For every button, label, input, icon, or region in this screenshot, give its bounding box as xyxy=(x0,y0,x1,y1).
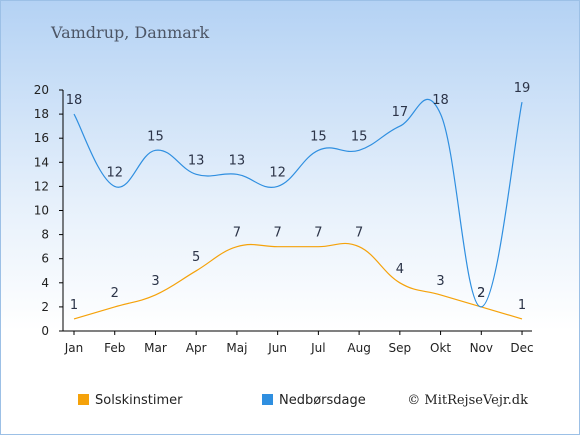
legend-swatch xyxy=(262,394,273,405)
y-tick-label: 0 xyxy=(41,324,49,338)
x-tick-label: Jul xyxy=(310,341,325,355)
x-tick-label: Okt xyxy=(430,341,451,355)
data-label: 2 xyxy=(477,286,485,301)
y-tick-label: 8 xyxy=(41,228,49,242)
x-tick-label: Apr xyxy=(186,341,207,355)
x-tick-label: Nov xyxy=(470,341,493,355)
x-tick-label: Jun xyxy=(267,341,287,355)
data-label: 3 xyxy=(436,274,444,289)
y-tick-label: 6 xyxy=(41,252,49,266)
x-tick-label: Feb xyxy=(104,341,125,355)
data-label: 12 xyxy=(269,165,286,180)
y-tick-label: 18 xyxy=(34,107,49,121)
y-tick-label: 12 xyxy=(34,179,49,193)
y-tick-label: 20 xyxy=(34,83,49,97)
data-label: 7 xyxy=(233,226,241,241)
y-tick-label: 16 xyxy=(34,131,49,145)
data-label: 2 xyxy=(477,286,485,301)
data-label: 3 xyxy=(151,274,159,289)
data-label: 7 xyxy=(314,226,322,241)
chart-title: Vamdrup, Danmark xyxy=(50,23,209,42)
x-tick-label: Mar xyxy=(144,341,167,355)
credit-text: © MitRejseVejr.dk xyxy=(407,393,528,408)
data-label: 7 xyxy=(274,226,282,241)
data-label: 13 xyxy=(229,153,246,168)
data-label: 19 xyxy=(514,81,531,96)
x-tick-label: Aug xyxy=(347,341,370,355)
data-label: 1 xyxy=(70,298,78,313)
data-label: 15 xyxy=(310,129,327,144)
data-label: 1 xyxy=(518,298,526,313)
data-label: 15 xyxy=(351,129,368,144)
data-label: 12 xyxy=(106,165,123,180)
legend-swatch xyxy=(78,394,89,405)
x-tick-label: Maj xyxy=(226,341,247,355)
y-tick-label: 14 xyxy=(34,155,49,169)
data-label: 15 xyxy=(147,129,164,144)
legend-label: Nedbørsdage xyxy=(279,393,366,408)
y-tick-label: 2 xyxy=(41,300,49,314)
x-tick-label: Sep xyxy=(389,341,412,355)
data-label: 18 xyxy=(66,93,83,108)
legend-label: Solskinstimer xyxy=(95,393,183,408)
series-line-1 xyxy=(73,98,523,308)
data-label: 2 xyxy=(111,286,119,301)
data-label: 18 xyxy=(432,93,449,108)
series-line-0 xyxy=(73,242,523,320)
data-label: 4 xyxy=(396,262,404,277)
data-label: 17 xyxy=(392,105,409,120)
legend: Solskinstimer Nedbørsdage xyxy=(78,393,366,408)
data-label: 13 xyxy=(188,153,205,168)
data-label: 5 xyxy=(192,250,200,265)
y-tick-label: 10 xyxy=(34,204,49,218)
data-label: 7 xyxy=(355,226,363,241)
x-tick-label: Dec xyxy=(510,341,533,355)
x-tick-label: Jan xyxy=(64,341,84,355)
series-lines xyxy=(73,98,523,320)
y-tick-label: 4 xyxy=(41,276,49,290)
